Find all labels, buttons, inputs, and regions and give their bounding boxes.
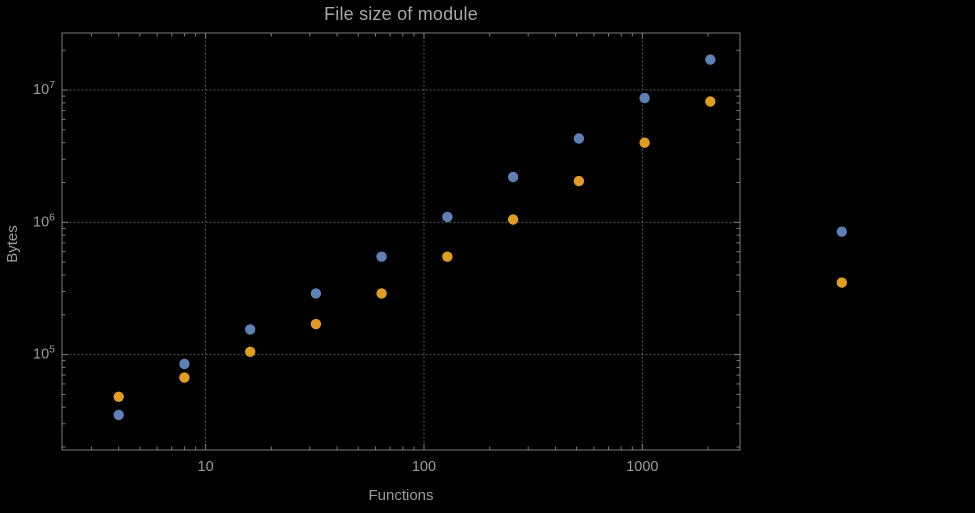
plot-frame [61,32,741,451]
data-point-blue [376,251,387,262]
data-point-blue [310,288,322,299]
data-point-orange [310,318,322,330]
data-point-orange [442,251,453,262]
data-point-orange [245,346,256,357]
data-point-blue [179,358,190,370]
data-point-orange [113,391,124,402]
data-point-orange [179,372,190,383]
x-tick-label: 1000 [626,459,658,475]
data-point-blue [573,133,585,144]
y-tick-label: 106 [33,211,55,230]
x-tick-label: 100 [412,459,436,475]
data-point-orange [705,96,716,107]
x-axis-label: Functions [368,487,434,504]
y-tick-label: 105 [33,344,55,363]
data-point-blue [639,92,650,104]
data-point-orange [836,277,847,288]
data-point-blue [507,171,519,183]
data-point-blue [113,409,124,421]
data-point-orange [507,214,519,225]
data-point-orange [573,175,585,187]
data-point-blue [442,211,453,223]
x-tick-label: 10 [198,459,214,475]
data-point-blue [705,54,716,65]
data-point-blue [245,324,256,335]
chart-title: File size of module [324,4,478,24]
data-point-orange [376,288,387,299]
data-point-blue [836,226,847,237]
y-tick-label: 107 [33,79,55,98]
data-point-orange [639,137,650,148]
